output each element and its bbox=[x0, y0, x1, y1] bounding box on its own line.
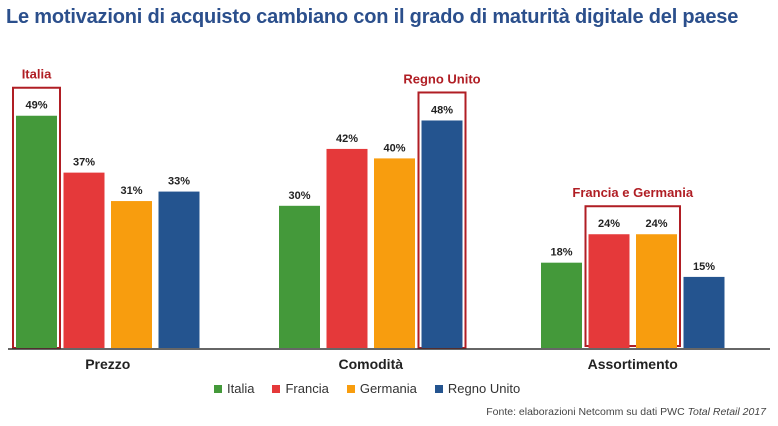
bar-italia-prezzo bbox=[16, 115, 57, 349]
legend-swatch-regno-unito bbox=[434, 384, 443, 393]
bar-francia-prezzo bbox=[63, 172, 105, 348]
source-prefix: Fonte: elaborazioni Netcomm su dati PWC bbox=[486, 406, 688, 418]
legend-swatch-francia bbox=[272, 384, 281, 393]
value-label-regno-unito-comodita: 48% bbox=[431, 104, 453, 116]
annotation-francia-e-germania: Francia e Germania bbox=[572, 185, 693, 200]
legend-item-germania: Germania bbox=[346, 381, 417, 396]
bar-germania-comodita bbox=[374, 158, 415, 348]
bar-germania-prezzo bbox=[111, 201, 152, 348]
value-label-germania-prezzo: 31% bbox=[120, 185, 142, 197]
legend-item-francia: Francia bbox=[272, 381, 329, 396]
legend-label-germania: Germania bbox=[359, 381, 417, 396]
value-label-francia-comodita: 42% bbox=[336, 133, 358, 145]
value-label-germania-assortimento: 24% bbox=[645, 218, 667, 230]
bar-regno-unito-prezzo bbox=[158, 191, 200, 348]
bar-francia-comodita bbox=[326, 148, 368, 348]
legend-label-regno-unito: Regno Unito bbox=[447, 381, 521, 396]
legend-label-francia: Francia bbox=[285, 381, 329, 396]
annotation-regno-unito: Regno Unito bbox=[403, 71, 480, 86]
source-italic: Total Retail 2017 bbox=[687, 406, 766, 418]
highlight-box-francia-e-germania bbox=[584, 205, 681, 347]
value-label-francia-prezzo: 37% bbox=[73, 157, 95, 169]
bar-italia-assortimento bbox=[541, 262, 582, 348]
annotation-italia: Italia bbox=[22, 67, 52, 82]
legend-item-italia: Italia bbox=[214, 381, 254, 396]
legend-label-italia: Italia bbox=[227, 381, 255, 396]
value-label-regno-unito-prezzo: 33% bbox=[168, 176, 190, 188]
legend-item-regno-unito: Regno Unito bbox=[434, 381, 521, 396]
source-note: Fonte: elaborazioni Netcomm su dati PWC … bbox=[486, 406, 766, 418]
bar-italia-comodita bbox=[279, 205, 320, 348]
bar-francia-assortimento bbox=[588, 234, 630, 348]
chart-legend: Italia Francia Germania Regno Unito bbox=[214, 381, 520, 396]
value-label-francia-assortimento: 24% bbox=[598, 218, 620, 230]
legend-swatch-italia bbox=[214, 384, 222, 393]
value-label-italia-assortimento: 18% bbox=[550, 247, 572, 259]
value-label-italia-prezzo: 49% bbox=[25, 100, 47, 112]
value-label-italia-comodita: 30% bbox=[288, 190, 310, 202]
page-title: Le motivazioni di acquisto cambiano con … bbox=[6, 6, 739, 28]
value-label-regno-unito-assortimento: 15% bbox=[693, 261, 715, 273]
bar-germania-assortimento bbox=[636, 234, 677, 348]
category-label-assortimento: Assortimento bbox=[588, 356, 678, 372]
bar-regno-unito-assortimento bbox=[683, 276, 725, 348]
value-label-germania-comodita: 40% bbox=[383, 142, 405, 154]
category-label-comodita: Comodità bbox=[338, 356, 403, 372]
category-label-prezzo: Prezzo bbox=[85, 356, 130, 372]
bar-regno-unito-comodita bbox=[421, 120, 463, 348]
legend-swatch-germania bbox=[346, 384, 355, 393]
